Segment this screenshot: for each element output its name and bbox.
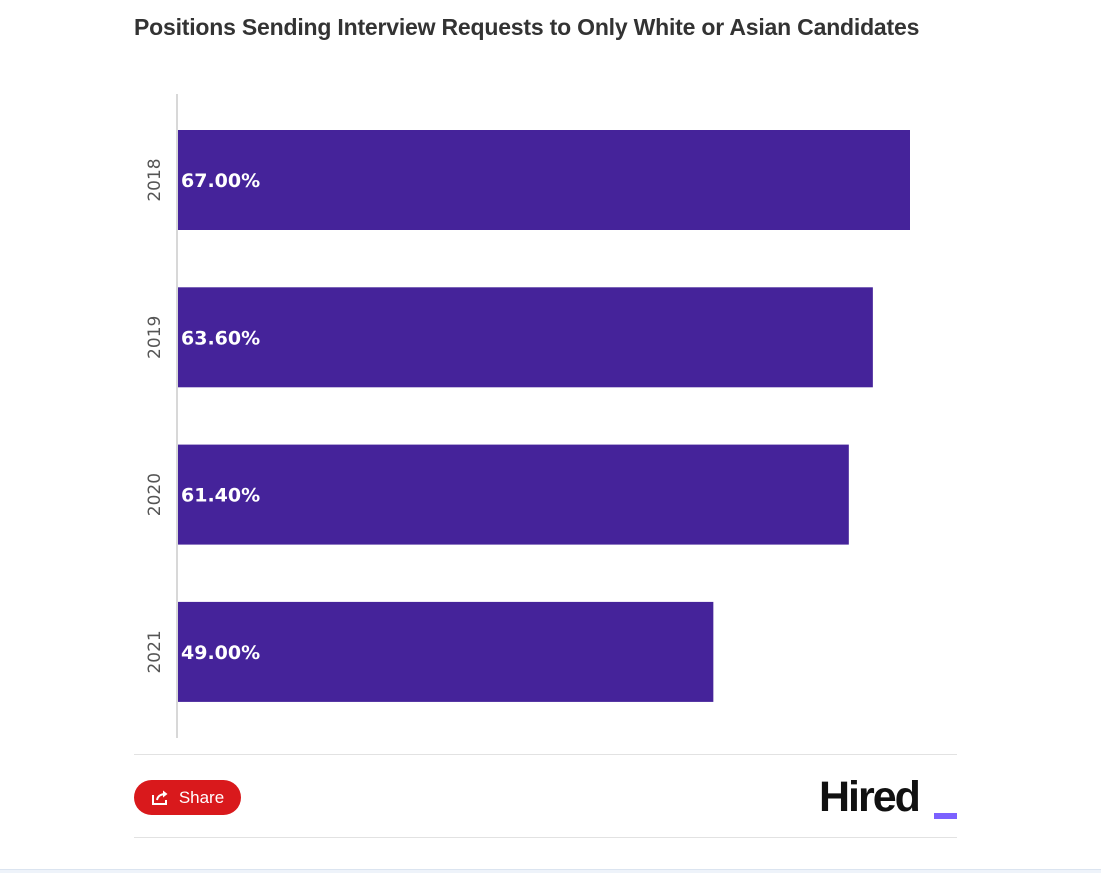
category-label-2020: 2020 [145,473,165,516]
page-bottom-strip [0,869,1101,873]
bar-value-label-2021: 49.00% [181,642,260,664]
chart-title: Positions Sending Interview Requests to … [134,14,920,40]
share-label: Share [178,787,225,807]
category-label-2021: 2021 [145,630,165,673]
footer-divider-bottom [134,837,957,838]
footer-divider-top [134,754,957,755]
bar-2018 [178,130,910,230]
bar-value-label-2020: 61.40% [181,485,260,507]
bar-value-label-2019: 63.60% [181,327,260,349]
share-button[interactable]: Share [134,780,241,815]
share-icon [151,789,170,806]
bar-2021 [178,601,714,702]
logo-underscore [934,813,957,819]
bar-2019 [178,287,873,388]
bar-value-label-2018: 67.00% [181,170,260,192]
bar-2020 [178,444,849,545]
category-label-2018: 2018 [145,158,165,201]
hired-logo: Hired [819,772,959,822]
category-label-2019: 2019 [145,316,165,359]
bars-layer: 67.00% 2018 63.60% 2019 61.40% 2020 49.00% 2021 [145,130,910,702]
logo-wordmark: Hired [819,773,921,821]
bar-chart: 67.00% 2018 63.60% 2019 61.40% 2020 49.00% 2021 [145,94,910,738]
